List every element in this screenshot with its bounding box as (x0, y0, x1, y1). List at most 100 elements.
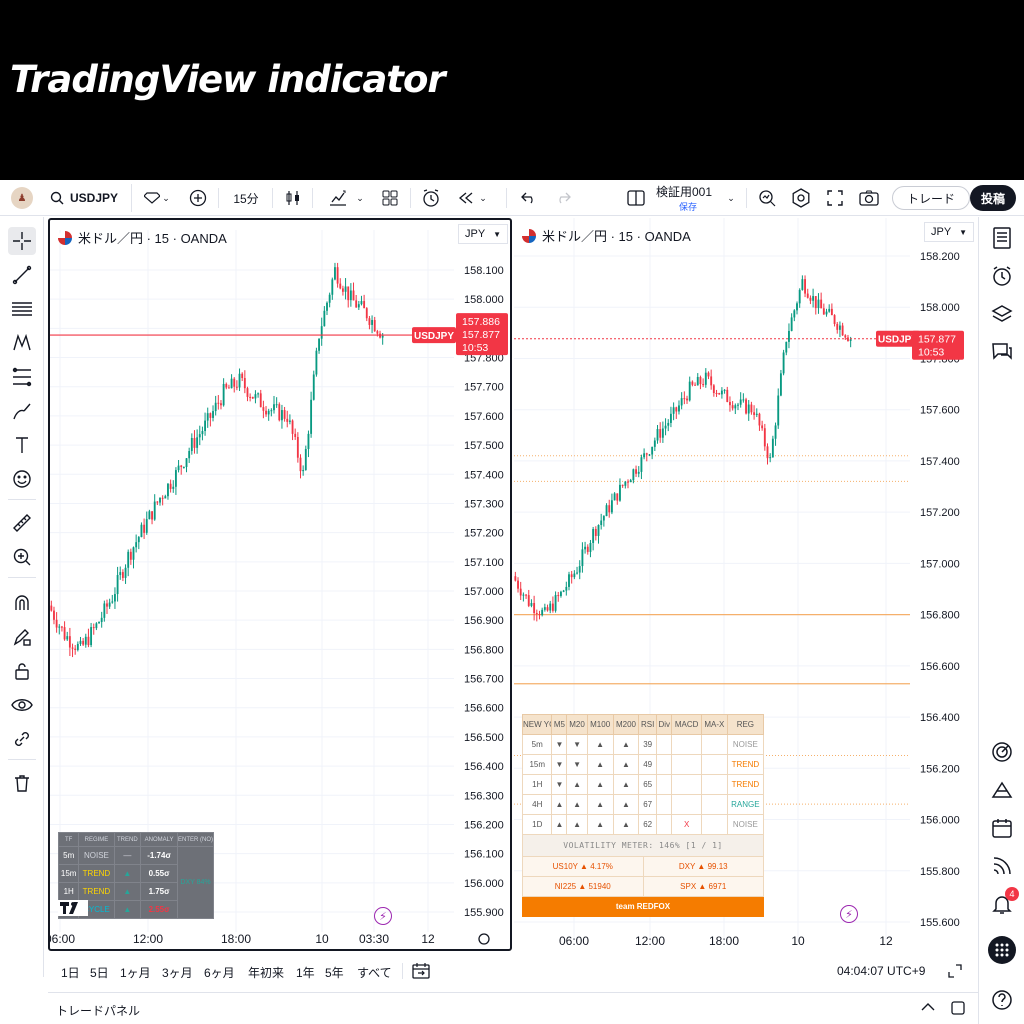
pane-header: 米ドル／円 · 15 · OANDA (58, 228, 227, 247)
quick-search-button[interactable] (754, 184, 780, 212)
replay-button[interactable]: ⌄ (454, 184, 490, 212)
y-tick-label: 157.200 (920, 507, 960, 519)
symbol-alert-button[interactable]: ⌄ (140, 184, 174, 212)
emoji-tool[interactable] (8, 465, 36, 493)
trendline-tool[interactable] (8, 261, 36, 289)
candle-body (363, 301, 366, 309)
user-avatar[interactable]: ♟ (8, 184, 36, 212)
maximize-icon[interactable] (948, 964, 962, 981)
candle-body (742, 399, 745, 401)
indicators-icon (330, 190, 347, 206)
post-button[interactable]: 投稿 (970, 185, 1017, 211)
screenshot-button[interactable] (856, 184, 882, 212)
date-range-button[interactable] (412, 962, 430, 983)
alerts-panel-button[interactable] (987, 261, 1017, 291)
brush-tool[interactable] (8, 397, 36, 425)
object-tree-button[interactable] (987, 299, 1017, 329)
magnet-tool[interactable] (8, 589, 36, 617)
indicator-cell-m5: ▲ (551, 814, 568, 835)
prediction-tool[interactable] (8, 363, 36, 391)
pattern-tool[interactable] (8, 329, 36, 357)
candle-body (704, 372, 707, 385)
indicators-button[interactable]: ⌄ (322, 184, 370, 212)
hotlists-button[interactable] (987, 737, 1017, 767)
calendar-range-icon (412, 963, 430, 979)
cell: -1.74σ (140, 846, 178, 865)
interval-button[interactable]: 15分 (233, 191, 259, 206)
layouts-button[interactable] (378, 184, 402, 212)
hide-drawings-tool[interactable] (8, 691, 36, 719)
candlestick-chart-left[interactable]: 158.100158.000157.900157.800157.700157.6… (50, 220, 510, 949)
news-feed-button[interactable] (987, 851, 1017, 881)
candle-body (801, 279, 804, 290)
zoom-tool[interactable] (8, 543, 36, 571)
calendar-ideas-button[interactable] (987, 775, 1017, 805)
candle-body (180, 465, 183, 468)
candle-body (320, 326, 323, 339)
indicator-cell-macd (671, 774, 702, 795)
candle-body (63, 627, 66, 640)
range-5y[interactable]: 5年 (325, 966, 344, 980)
range-1m[interactable]: 1ヶ月 (120, 966, 151, 980)
layout-split-button[interactable] (624, 184, 648, 212)
chart-pane-left[interactable]: 158.100158.000157.900157.800157.700157.6… (48, 218, 512, 951)
sync-drawings-tool[interactable] (8, 725, 36, 753)
indicator-cell-tf: 4H (521, 794, 553, 815)
collapse-icon[interactable] (920, 1001, 936, 1016)
candle-body (352, 290, 355, 301)
range-1d[interactable]: 1日 (61, 966, 80, 980)
trade-button[interactable]: トレード (892, 186, 971, 210)
candle-body (661, 428, 664, 438)
x-tick-label: 10 (791, 934, 805, 948)
candle-body (678, 405, 680, 412)
range-all[interactable]: すべて (357, 966, 392, 980)
grid-icon (382, 190, 398, 206)
remove-drawings-tool[interactable] (8, 769, 36, 797)
crosshair-tool[interactable] (8, 227, 36, 255)
settings-button[interactable] (788, 184, 814, 212)
candle-body (779, 373, 782, 396)
candle-type-button[interactable] (280, 184, 306, 212)
watchlist-button[interactable] (987, 223, 1017, 253)
fullscreen-button[interactable] (822, 184, 848, 212)
cell: TREND (78, 864, 115, 883)
layout-menu-chevron-icon[interactable]: ⌄ (727, 192, 735, 203)
fib-tool[interactable] (8, 295, 36, 323)
lightning-icon[interactable]: ⚡ (374, 907, 392, 925)
chart-pane-right[interactable]: 158.200158.000157.800157.600157.400157.2… (514, 218, 976, 951)
lightning-icon[interactable]: ⚡ (840, 905, 858, 923)
clock[interactable]: 04:04:07 UTC+9 (837, 964, 926, 978)
y-tick-label: 157.400 (920, 456, 960, 468)
help-button[interactable] (987, 985, 1017, 1015)
range-ytd[interactable]: 年初来 (248, 966, 285, 980)
lock-all-tool[interactable] (8, 657, 36, 685)
candle-body (174, 470, 177, 487)
currency-select[interactable]: JPY ▼ (924, 222, 974, 242)
range-3m[interactable]: 3ヶ月 (162, 966, 193, 980)
panel-maximize-icon[interactable] (950, 1000, 966, 1019)
candle-body (782, 352, 785, 374)
lock-drawing-tool[interactable] (8, 623, 36, 651)
ruler-tool[interactable] (8, 509, 36, 537)
candle-body (525, 594, 528, 596)
candle-body (551, 603, 554, 611)
undo-button[interactable] (518, 184, 540, 212)
candle-body (349, 290, 352, 301)
candle-body (530, 603, 533, 606)
calendar-button[interactable] (987, 813, 1017, 843)
compare-button[interactable] (186, 184, 210, 212)
chat-button[interactable] (987, 337, 1017, 367)
alert-button[interactable] (418, 184, 444, 212)
currency-select[interactable]: JPY ▼ (458, 224, 508, 244)
symbol-label: USDJPY (70, 191, 119, 205)
range-1y[interactable]: 1年 (296, 966, 315, 980)
symbol-search[interactable]: USDJPY (44, 184, 132, 212)
trade-panel[interactable]: トレードパネル (48, 992, 978, 1024)
range-5d[interactable]: 5日 (90, 966, 109, 980)
range-6m[interactable]: 6ヶ月 (204, 966, 235, 980)
apps-button[interactable] (987, 935, 1017, 965)
text-tool[interactable] (8, 431, 36, 459)
notifications-button[interactable]: 4 (987, 887, 1019, 919)
redo-button[interactable] (552, 184, 574, 212)
layout-name[interactable]: 検証用001 (656, 184, 713, 199)
